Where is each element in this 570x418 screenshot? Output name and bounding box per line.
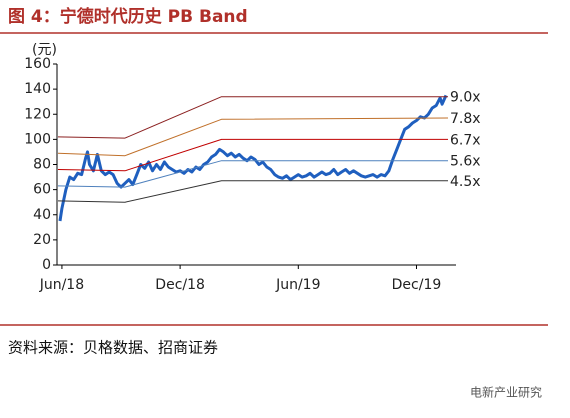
series-line [58, 94, 448, 222]
series-line [57, 138, 448, 172]
series-line [57, 160, 448, 188]
y-tick-label: 160 [24, 56, 51, 72]
source: 资料来源：贝格数据、招商证券 [8, 339, 218, 357]
y-tick-label: 0 [42, 257, 51, 273]
y-tick-label: 140 [24, 81, 51, 97]
y-tick-label: 120 [24, 106, 51, 122]
chart-title: 图 4：宁德时代历史 PB Band [8, 6, 248, 27]
watermark: 电新产业研究 [470, 385, 542, 400]
y-tick-label: 80 [33, 157, 51, 173]
y-axis-label: (元) [32, 42, 57, 58]
x-tick-label: Jun/19 [275, 277, 320, 293]
x-tick-label: Dec/18 [155, 277, 205, 293]
series-line [57, 96, 448, 139]
y-tick-label: 100 [24, 131, 51, 147]
series-line [57, 117, 449, 157]
y-tick-label: 20 [33, 232, 51, 248]
band-label: 4.5x [450, 174, 481, 190]
band-label: 6.7x [450, 132, 481, 148]
y-tick-label: 60 [33, 182, 51, 198]
x-tick-label: Dec/19 [392, 277, 442, 293]
y-tick-label: 40 [33, 207, 51, 223]
x-tick-label: Jun/18 [39, 277, 84, 293]
series-line [57, 180, 448, 203]
band-label: 7.8x [450, 111, 481, 127]
band-label: 9.0x [450, 90, 481, 106]
band-label: 5.6x [450, 154, 481, 170]
